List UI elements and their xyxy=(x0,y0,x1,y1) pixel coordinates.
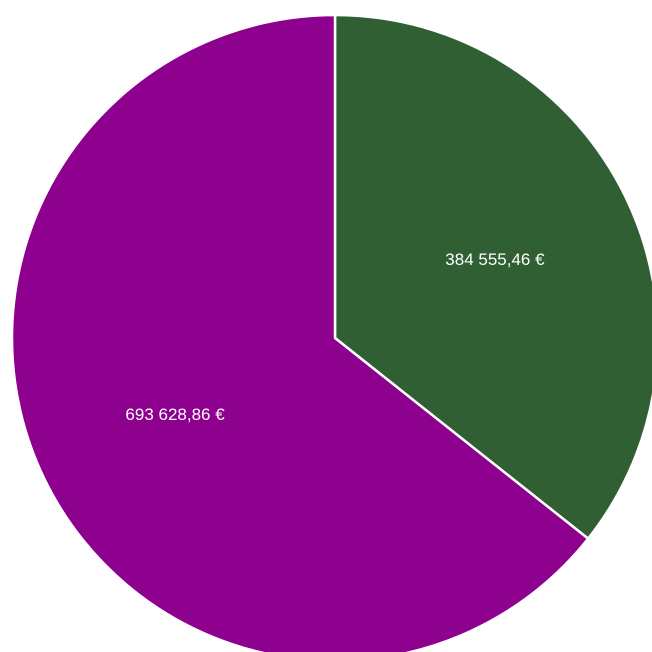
pie-slice-1 xyxy=(10,13,590,652)
labels-layer: 384 555,46 € 693 628,86 € xyxy=(125,250,545,424)
slices-layer xyxy=(10,13,652,652)
pie-slice-label-1: 693 628,86 € xyxy=(125,405,225,424)
pie-slice-label-0: 384 555,46 € xyxy=(445,250,545,269)
pie-slice-0 xyxy=(333,13,652,540)
